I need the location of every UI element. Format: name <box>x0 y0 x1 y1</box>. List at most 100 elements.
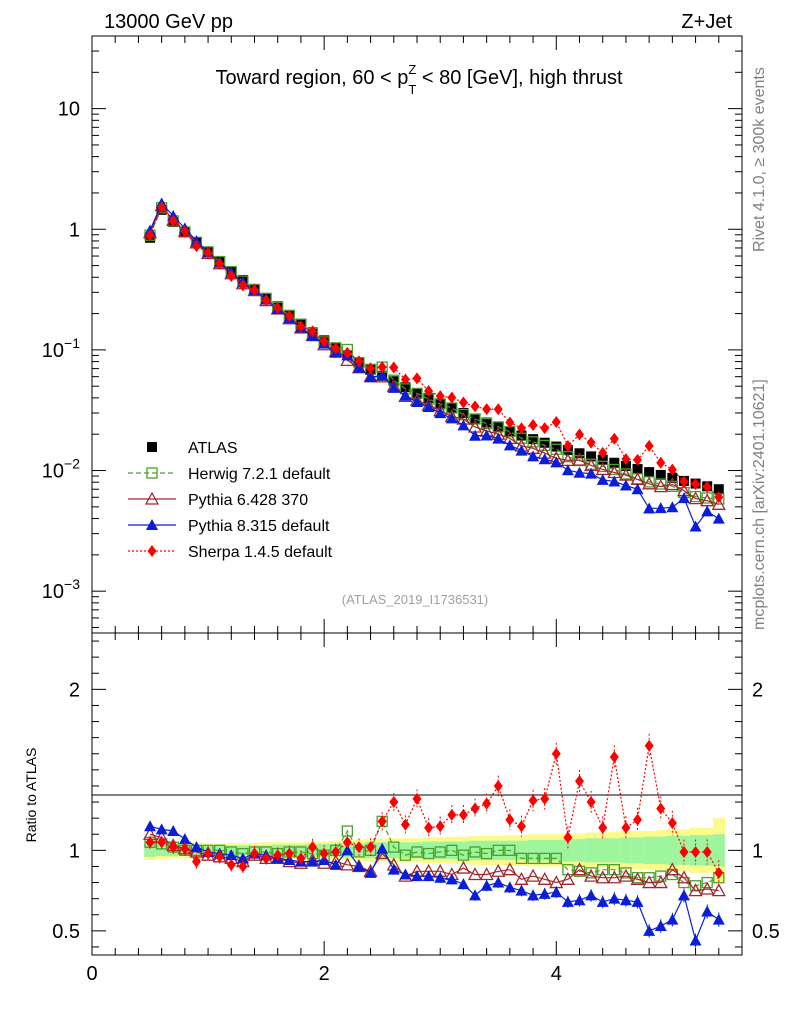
pythia8-ratio-point <box>190 841 203 853</box>
sherpa-main-point <box>145 229 155 242</box>
sherpa-ratio-point <box>702 845 712 858</box>
pythia6-ratio-point <box>514 871 529 885</box>
sherpa-ratio-point <box>238 860 248 873</box>
main-series-layer <box>142 197 726 532</box>
herwig-ratio-point <box>597 864 609 876</box>
herwig-ratio-point <box>388 841 400 853</box>
sherpa-ratio-point <box>493 779 503 792</box>
legend-label-data: ATLAS <box>188 440 238 457</box>
sherpa-main-point <box>412 372 422 385</box>
ratio-y-tick-label-right: 1 <box>752 840 763 862</box>
herwig-main-point <box>701 492 713 504</box>
legend-marker-sherpa <box>147 545 157 557</box>
ratio-panel: 0.5 0.5 1 1 2 2 0 2 4 Ratio to ATLAS <box>23 632 780 985</box>
ratio-inner-band-segment <box>631 837 644 864</box>
sherpa-main-point <box>656 456 666 469</box>
sherpa-ratio-point <box>273 849 283 862</box>
pythia8-ratio-point <box>550 886 563 898</box>
pythia6-ratio-point <box>572 862 587 876</box>
pythia8-ratio-point <box>561 895 574 907</box>
pythia6-ratio-point <box>711 883 726 897</box>
sherpa-main-point <box>284 309 294 322</box>
ratio-y-tick-label-left: 2 <box>69 679 80 701</box>
main-axis-ticks <box>91 35 742 633</box>
pythia8-ratio-point <box>236 852 249 864</box>
legend-label-pythia6: Pythia 6.428 370 <box>188 492 308 509</box>
main-y-tick-base: 10 <box>42 581 64 603</box>
ratio-inner-band-segment <box>422 841 435 860</box>
pythia8-main-point <box>387 381 400 393</box>
pythia8-ratio-point <box>503 881 516 893</box>
sherpa-ratio-point <box>168 841 178 854</box>
sherpa-ratio-series <box>145 733 724 886</box>
pythia6-ratio-point <box>502 862 517 876</box>
pythia8-main-point <box>712 512 725 524</box>
sherpa-main-point <box>331 342 341 355</box>
herwig-main-point <box>655 478 667 490</box>
chart-title-suffix: < 80 [GeV], high thrust <box>416 67 623 89</box>
herwig-ratio-point <box>434 846 446 858</box>
pythia6-main-point <box>665 477 680 491</box>
pythia8-ratio-point <box>364 866 377 878</box>
pythia8-main-point <box>457 419 470 431</box>
pythia8-main-point <box>492 432 505 444</box>
legend-label-pythia8: Pythia 8.315 default <box>188 518 330 535</box>
sherpa-main-point <box>621 453 631 466</box>
sherpa-main-point <box>493 403 503 416</box>
pythia6-ratio-point <box>630 871 645 885</box>
sherpa-ratio-point <box>470 802 480 815</box>
sherpa-ratio-point <box>319 847 329 860</box>
pythia8-main-point <box>550 456 563 468</box>
sherpa-main-point <box>633 453 643 466</box>
data-main-point <box>644 467 655 478</box>
pythia8-main-point <box>573 466 586 478</box>
sherpa-ratio-point <box>598 821 608 834</box>
ratio-inner-band-segment <box>562 839 575 862</box>
pythia8-main-point <box>701 505 714 517</box>
ratio-series-layer <box>142 733 726 948</box>
pythia6-ratio-point <box>479 867 494 881</box>
herwig-ratio-point <box>620 867 632 879</box>
main-y-tick-exponent: −2 <box>64 456 80 472</box>
pythia8-ratio-point <box>225 849 238 861</box>
data-main-point <box>528 434 539 445</box>
sherpa-ratio-point <box>575 775 584 788</box>
ratio-y-tick-label-right: 2 <box>752 679 763 701</box>
herwig-main-point <box>469 413 481 425</box>
pythia8-main-point <box>515 444 528 456</box>
sherpa-ratio-point <box>157 836 167 849</box>
ratio-y-axis-label: Ratio to ATLAS <box>23 748 39 843</box>
main-y-tick-label: 10 <box>58 99 80 121</box>
sherpa-ratio-point <box>203 847 213 860</box>
pythia8-main-point <box>561 464 574 476</box>
rivet-label: Rivet 4.1.0, ≥ 300k events <box>751 67 768 252</box>
sherpa-main-point <box>226 270 236 283</box>
pythia8-ratio-point <box>631 895 644 907</box>
pythia8-ratio-point <box>480 879 493 891</box>
sherpa-main-point <box>609 432 619 445</box>
sherpa-ratio-point <box>412 792 422 805</box>
ratio-inner-band-segment <box>585 838 598 863</box>
herwig-ratio-point <box>457 849 470 861</box>
sherpa-ratio-point <box>644 739 654 752</box>
legend-marker-herwig <box>146 467 158 479</box>
sherpa-ratio-point <box>691 845 701 858</box>
sherpa-ratio-point <box>261 852 271 865</box>
sherpa-main-point <box>157 201 167 214</box>
sherpa-main-point <box>505 416 515 429</box>
herwig-main-point <box>527 436 539 448</box>
pythia6-ratio-point <box>665 862 680 876</box>
sherpa-ratio-point <box>633 813 643 826</box>
pythia8-ratio-point <box>155 823 168 835</box>
process-label: Z+Jet <box>681 11 732 33</box>
ratio-inner-band-segment <box>596 838 610 863</box>
pythia6-main-point <box>572 452 587 466</box>
sherpa-main-point <box>447 391 457 404</box>
main-y-tick-label: 10−3 <box>42 576 80 603</box>
herwig-ratio-point <box>701 876 713 889</box>
pythia6-ratio-point <box>595 870 610 884</box>
pythia8-ratio-point <box>434 871 447 883</box>
pythia8-main-point <box>422 401 435 413</box>
sherpa-main-point <box>540 422 550 435</box>
